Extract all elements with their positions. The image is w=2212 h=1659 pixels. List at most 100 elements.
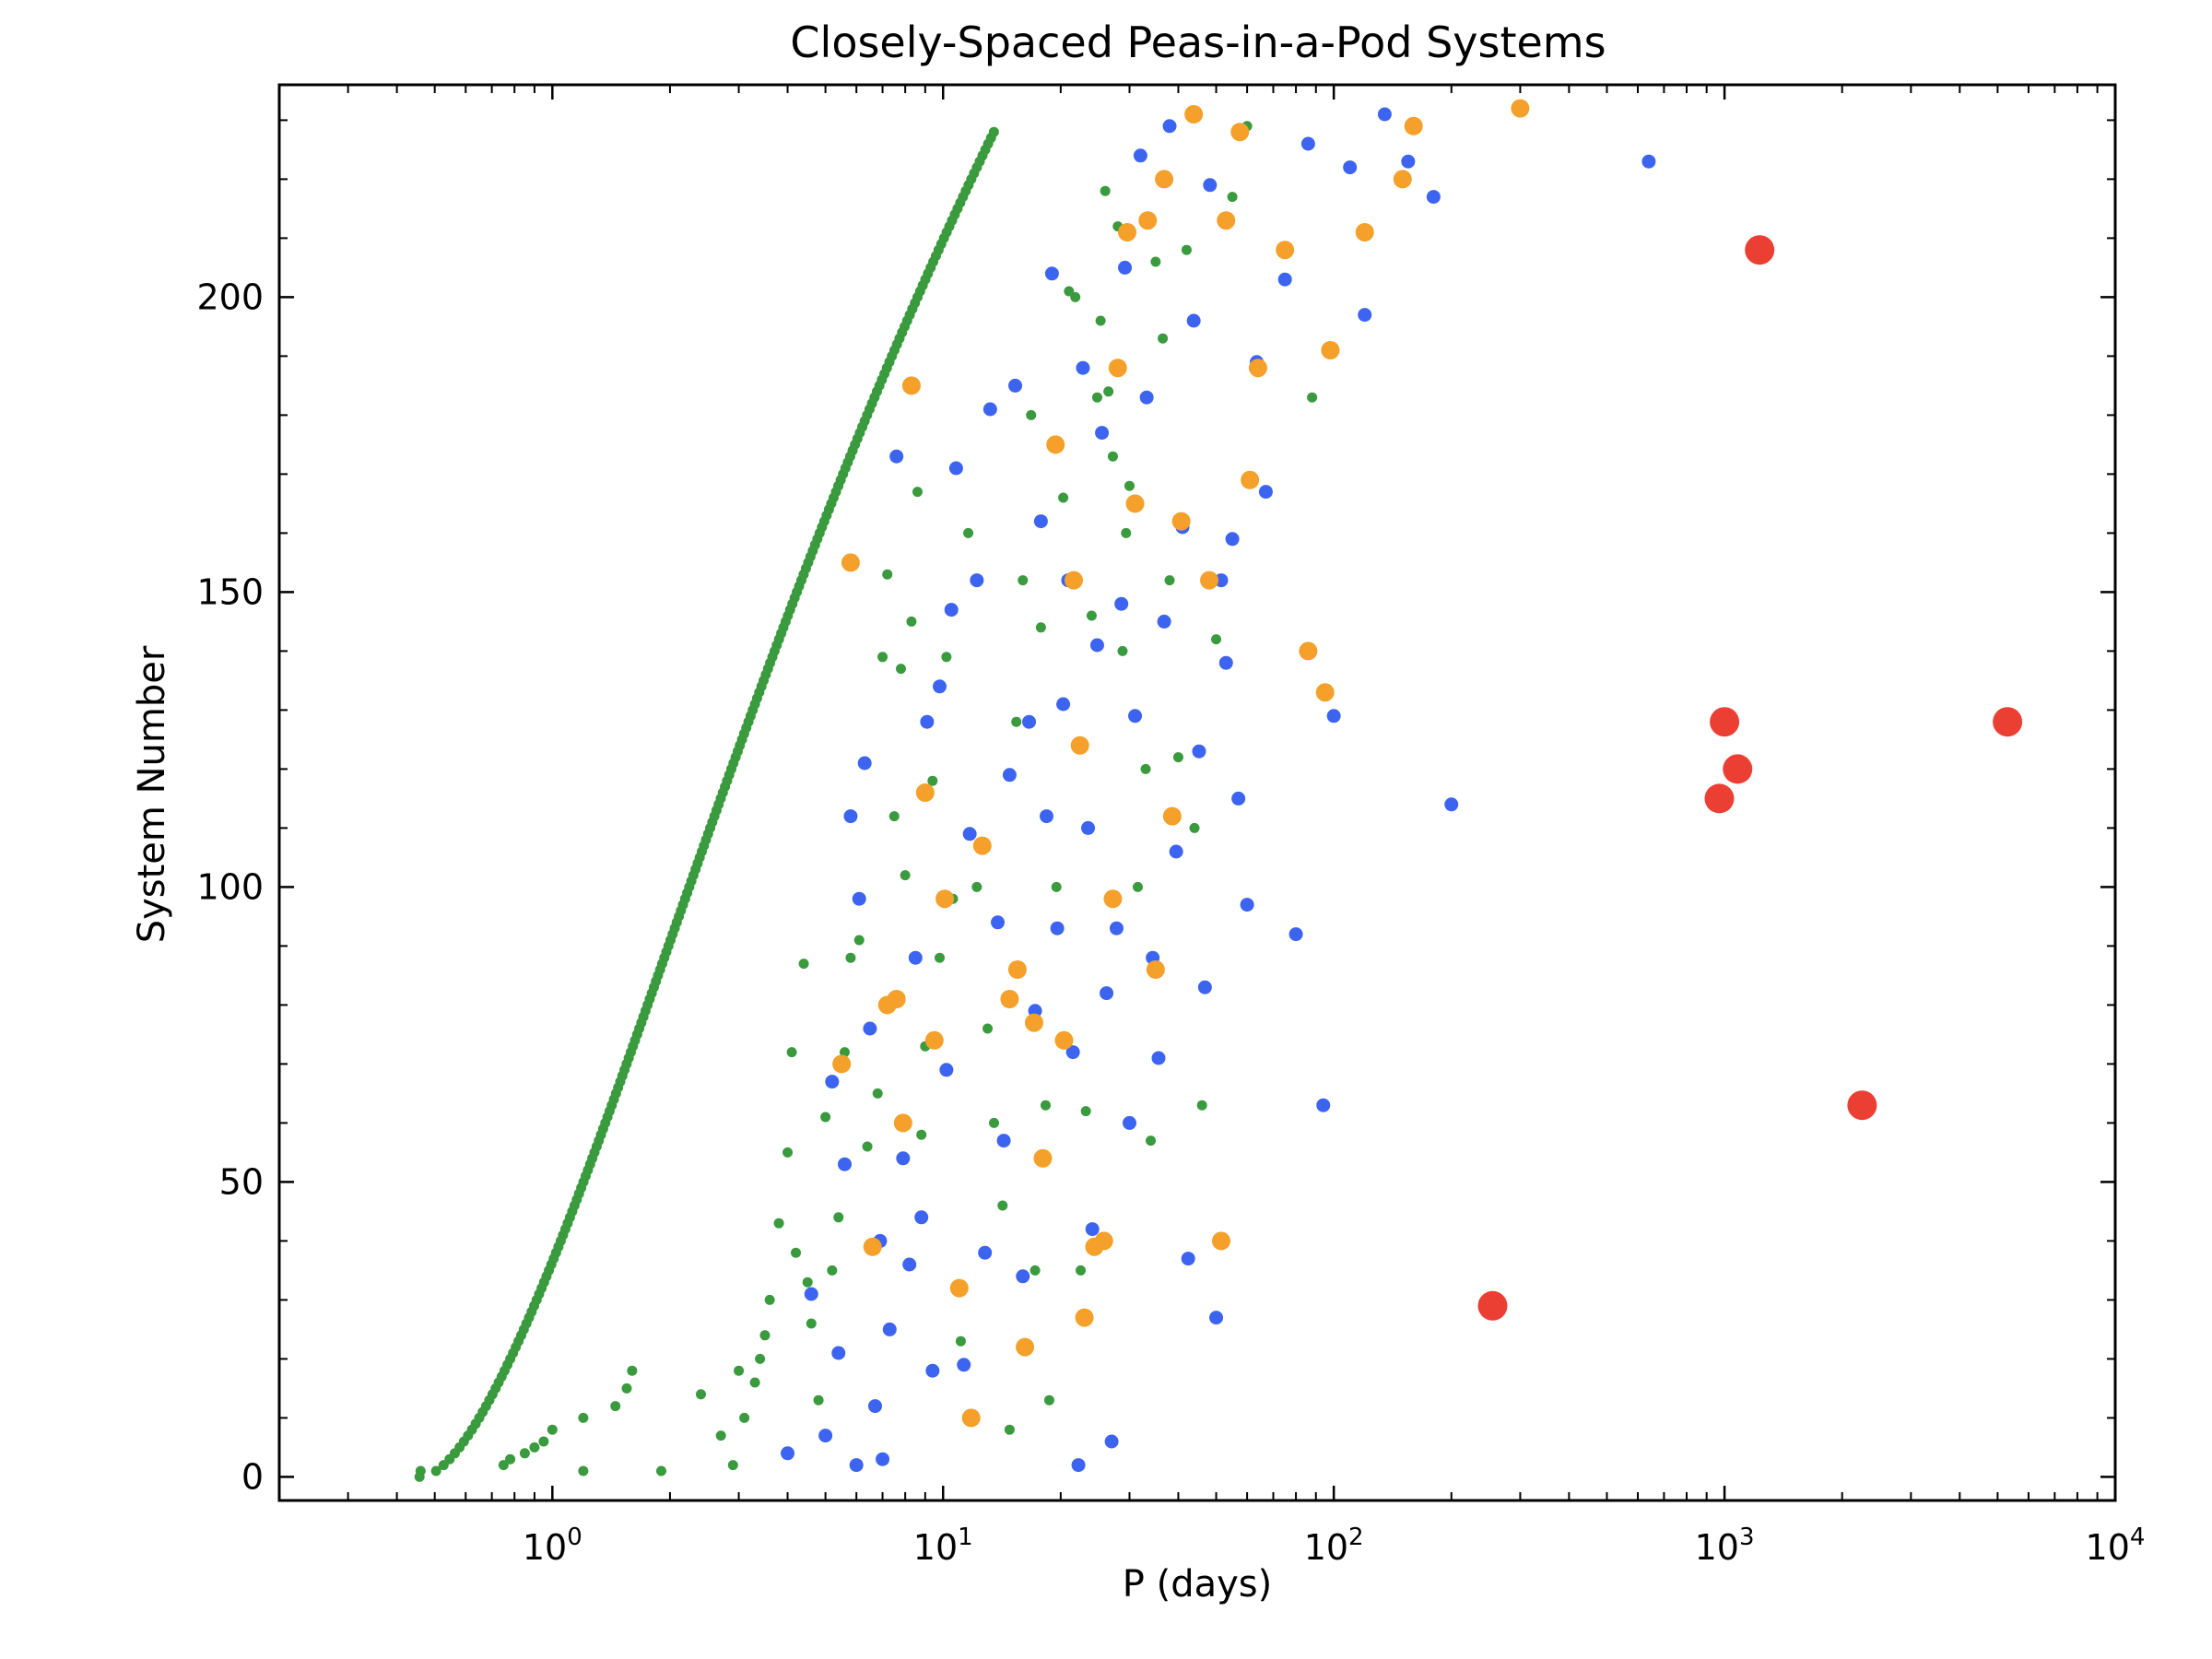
- small-planet-point: [1095, 315, 1106, 326]
- small-planet-point: [1043, 1394, 1054, 1406]
- small-planet-point: [505, 1453, 516, 1465]
- large-planet-point: [1033, 1148, 1053, 1168]
- large-planet-point: [863, 1237, 882, 1256]
- medium-planet-point: [982, 402, 997, 417]
- large-planet-point: [949, 1278, 969, 1298]
- large-planet-point: [1155, 170, 1174, 189]
- small-planet-point: [1172, 752, 1183, 763]
- small-planet-point: [498, 1460, 509, 1471]
- medium-planet-point: [1118, 260, 1133, 275]
- small-planet-point: [734, 1365, 745, 1376]
- x-tick-label: 103: [1695, 1524, 1755, 1568]
- medium-planet-point: [1016, 1269, 1030, 1284]
- small-planet-point: [895, 664, 906, 675]
- large-planet-point: [935, 889, 955, 909]
- giant-planet-point: [1710, 707, 1740, 737]
- large-planet-point: [1016, 1337, 1035, 1357]
- medium-planet-point: [1128, 709, 1143, 724]
- small-planet-point: [1064, 286, 1075, 297]
- medium-planet-point: [1076, 360, 1090, 375]
- medium-planet-point: [1039, 809, 1053, 824]
- large-planet-point: [1171, 512, 1191, 531]
- small-planet-point: [1018, 575, 1029, 586]
- small-planet-point: [916, 1129, 927, 1140]
- small-planet-point: [1030, 1265, 1041, 1276]
- plot-frame: [277, 83, 2117, 1502]
- small-planet-point: [877, 652, 888, 663]
- medium-planet-point: [948, 461, 963, 476]
- medium-planet-point: [1209, 1311, 1224, 1325]
- small-planet-point: [982, 1023, 994, 1034]
- medium-planet-point: [1109, 921, 1124, 935]
- large-planet-point: [1200, 571, 1219, 590]
- medium-planet-point: [1218, 655, 1233, 670]
- y-tick-label: 50: [219, 1161, 264, 1202]
- medium-planet-point: [1065, 1045, 1080, 1060]
- small-planet-point: [782, 1147, 794, 1158]
- small-planet-point: [1117, 645, 1128, 656]
- small-planet-point: [839, 1047, 850, 1058]
- small-planet-point: [988, 1117, 999, 1128]
- medium-planet-point: [1401, 154, 1416, 169]
- medium-planet-point: [902, 1257, 917, 1272]
- medium-planet-point: [896, 1151, 911, 1166]
- giant-planet-point: [1704, 783, 1735, 814]
- small-planet-point: [1080, 1106, 1091, 1117]
- small-planet-point: [610, 1401, 621, 1412]
- medium-planet-point: [1100, 986, 1114, 1001]
- small-planet-point: [1103, 386, 1114, 397]
- large-planet-point: [1138, 211, 1158, 230]
- small-planet-point: [1076, 1265, 1087, 1276]
- small-planet-point: [813, 1394, 824, 1406]
- small-planet-point: [578, 1412, 589, 1423]
- small-planet-point: [1004, 1424, 1015, 1435]
- medium-planet-point: [1288, 927, 1303, 942]
- small-planet-point: [997, 1200, 1008, 1211]
- small-planet-point: [798, 959, 809, 970]
- small-planet-point: [912, 487, 923, 498]
- small-planet-point: [1100, 185, 1111, 196]
- small-planet-point: [415, 1465, 426, 1477]
- medium-planet-point: [1008, 378, 1023, 393]
- large-planet-point: [1241, 470, 1260, 489]
- axis-ticks: 100 101 102 103 104 0 50 100 150 200: [196, 85, 2145, 1568]
- small-planet-point: [955, 1335, 966, 1347]
- medium-planet-point: [1085, 1222, 1100, 1237]
- medium-planet-point: [1186, 313, 1201, 328]
- large-planet-point: [1094, 1231, 1113, 1251]
- small-planet-point: [1058, 492, 1069, 503]
- small-planet-point: [1181, 244, 1192, 255]
- medium-planet-point: [825, 1075, 840, 1089]
- medium-planet-point: [996, 1134, 1011, 1148]
- medium-planet-point: [991, 915, 1006, 930]
- large-planet-point: [1299, 641, 1318, 661]
- large-planet-point: [832, 1054, 852, 1074]
- small-planet-point: [806, 1318, 817, 1329]
- small-planet-point: [1121, 527, 1132, 538]
- small-planet-point: [1158, 333, 1169, 344]
- large-planet-point: [915, 783, 935, 802]
- large-planet-point: [1065, 571, 1084, 590]
- small-planet-point: [1107, 451, 1118, 462]
- chart-title: Closely-Spaced Peas-in-a-Pod Systems: [790, 18, 1606, 67]
- medium-planet-point: [1056, 697, 1071, 712]
- small-planet-point: [833, 1212, 844, 1223]
- large-planet-point: [1211, 1231, 1230, 1251]
- medium-planet-point: [1444, 797, 1459, 812]
- medium-planet-point: [831, 1346, 846, 1360]
- large-planet-point: [1000, 990, 1019, 1008]
- small-planet-point: [1070, 291, 1081, 302]
- y-tick-label: 150: [196, 571, 264, 612]
- large-planet-point: [1321, 341, 1340, 359]
- medium-planet-point: [889, 449, 904, 464]
- large-planet-point: [1217, 211, 1236, 230]
- medium-planet-point: [818, 1429, 833, 1443]
- small-planet-point: [1051, 881, 1062, 892]
- large-planet-point: [1230, 123, 1250, 142]
- medium-planet-point: [1104, 1434, 1119, 1449]
- small-planet-point: [827, 1265, 838, 1276]
- large-planet-point: [972, 836, 992, 855]
- small-planet-point: [820, 1112, 831, 1123]
- small-planet-point: [1211, 634, 1222, 645]
